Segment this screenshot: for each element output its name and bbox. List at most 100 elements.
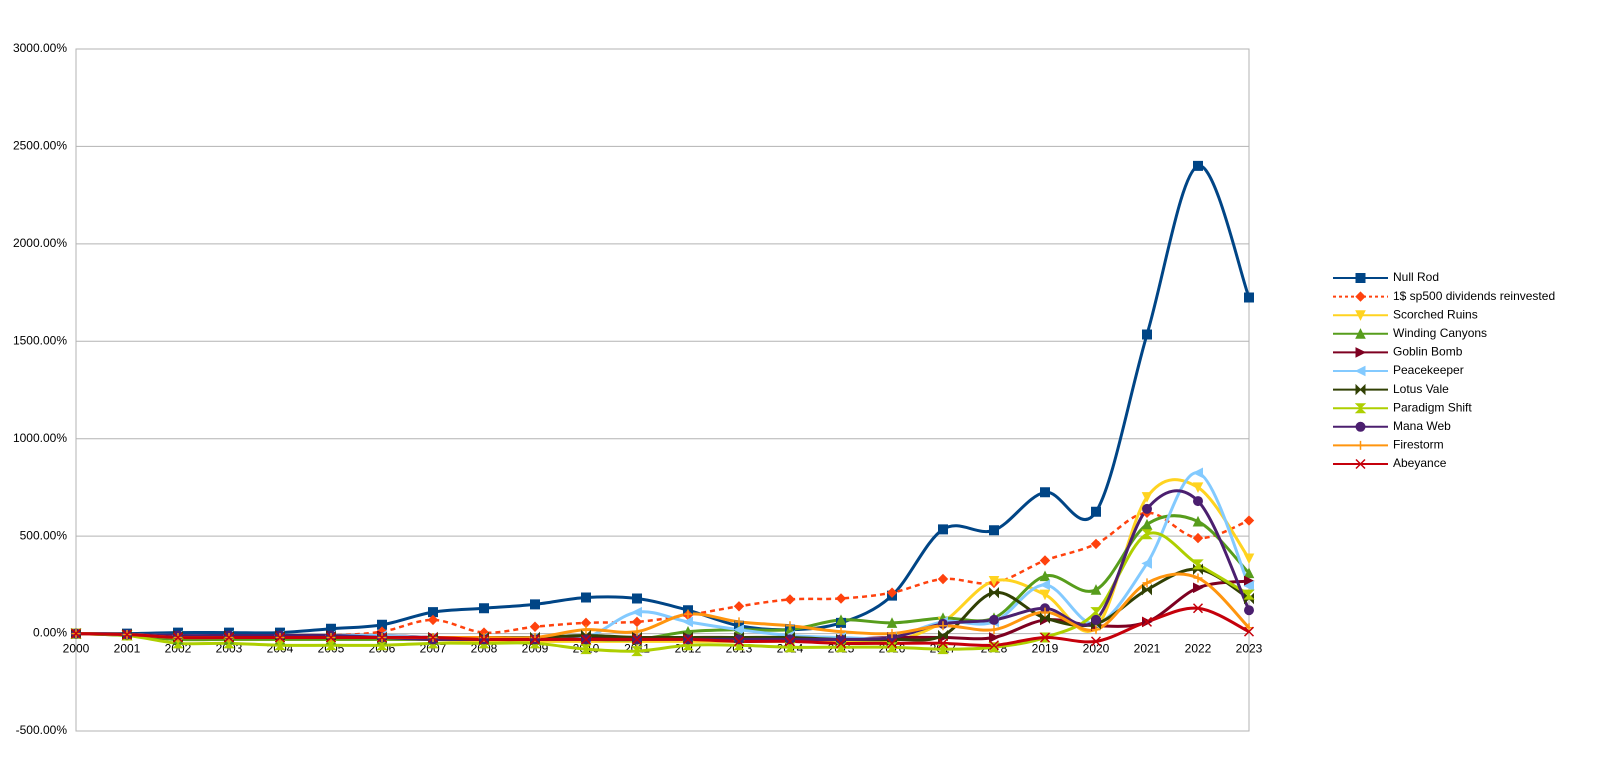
marker: [1040, 612, 1050, 624]
legend-label: 1$ sp500 dividends reinvested: [1393, 289, 1555, 303]
marker: [1192, 515, 1204, 527]
marker: [1354, 403, 1367, 414]
series-line: [75, 511, 1250, 640]
x-tick-label: 2002: [165, 642, 192, 656]
marker: [121, 629, 133, 640]
marker: [1355, 328, 1366, 339]
marker: [1141, 616, 1153, 627]
series-line: [75, 471, 1251, 641]
marker: [1090, 607, 1102, 618]
marker: [1192, 559, 1204, 570]
marker: [223, 632, 235, 643]
legend-item: Scorched Ruins: [1333, 307, 1478, 321]
marker: [1142, 329, 1152, 340]
y-tick-label: 1000.00%: [13, 431, 67, 445]
marker: [428, 607, 438, 618]
marker: [377, 619, 387, 630]
marker: [172, 632, 184, 643]
marker: [836, 627, 846, 637]
marker: [427, 614, 439, 626]
marker: [733, 601, 745, 612]
marker: [1039, 570, 1051, 582]
legend-label: Peacekeeper: [1393, 363, 1464, 377]
marker: [530, 599, 540, 610]
marker: [581, 625, 591, 635]
marker: [1141, 492, 1153, 503]
marker: [1039, 632, 1051, 643]
legend-item: Lotus Vale: [1333, 382, 1449, 396]
marker: [580, 644, 592, 655]
marker: [1193, 573, 1203, 583]
marker: [937, 638, 949, 649]
marker: [1355, 458, 1366, 470]
marker: [1040, 487, 1050, 498]
marker: [785, 634, 795, 645]
marker: [1090, 636, 1102, 647]
marker: [1355, 421, 1366, 432]
legend-label: Lotus Vale: [1393, 382, 1449, 396]
marker: [631, 616, 643, 628]
marker: [1193, 582, 1204, 594]
marker: [938, 629, 948, 642]
y-tick-label: 1500.00%: [13, 333, 67, 347]
y-tick-label: -500.00%: [16, 723, 68, 737]
marker: [274, 632, 286, 643]
marker: [70, 628, 82, 639]
y-tick-label: 2000.00%: [13, 236, 67, 250]
marker: [886, 617, 898, 628]
marker: [1193, 496, 1203, 507]
x-tick-label: 2003: [216, 642, 243, 656]
x-tick-label: 2019: [1032, 642, 1059, 656]
marker: [989, 525, 999, 536]
legend-item: Null Rod: [1333, 270, 1439, 284]
marker: [887, 629, 897, 639]
x-tick-label: 2022: [1185, 642, 1212, 656]
legend-label: Paradigm Shift: [1393, 400, 1472, 414]
legend-item: Paradigm Shift: [1333, 400, 1472, 414]
marker: [1243, 553, 1255, 565]
legend-item: 1$ sp500 dividends reinvested: [1333, 289, 1555, 303]
marker: [1355, 383, 1366, 396]
marker: [479, 603, 489, 614]
marker: [1142, 578, 1152, 588]
x-tick-label: 2021: [1134, 642, 1161, 656]
marker: [478, 634, 490, 645]
marker: [733, 636, 745, 647]
marker: [989, 632, 1000, 643]
marker: [938, 524, 948, 535]
marker: [427, 632, 439, 643]
marker: [989, 586, 999, 599]
marker: [1141, 518, 1153, 530]
marker: [631, 606, 642, 618]
marker: [1243, 626, 1255, 637]
marker: [1243, 589, 1255, 600]
marker: [1039, 555, 1051, 566]
marker: [529, 634, 541, 645]
marker: [1091, 506, 1101, 517]
marker: [325, 640, 337, 651]
marker: [989, 614, 999, 625]
marker: [1141, 558, 1152, 569]
x-tick-label: 2001: [114, 642, 141, 656]
marker: [937, 573, 949, 585]
marker: [734, 634, 744, 645]
marker: [1090, 538, 1102, 550]
marker: [938, 621, 948, 631]
marker: [581, 592, 591, 603]
legend-label: Scorched Ruins: [1393, 307, 1478, 321]
marker: [1091, 625, 1101, 635]
marker: [1193, 160, 1203, 171]
marker: [1356, 440, 1365, 450]
x-tick-label: 2000: [63, 642, 90, 656]
marker: [1091, 614, 1101, 625]
y-tick-label: 0.00%: [33, 626, 67, 640]
x-tick-label: 2008: [471, 642, 498, 656]
marker: [631, 646, 643, 657]
marker: [1244, 592, 1254, 605]
y-tick-label: 500.00%: [20, 528, 68, 542]
marker: [632, 593, 642, 604]
marker: [1039, 589, 1051, 601]
legend-item: Peacekeeper: [1333, 363, 1464, 377]
marker: [632, 627, 642, 637]
